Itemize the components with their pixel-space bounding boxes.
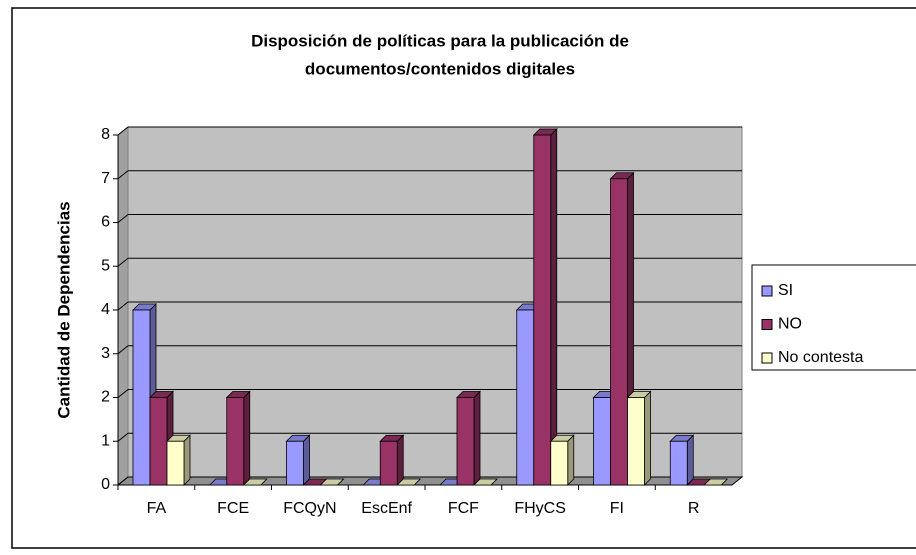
- bar-top: [396, 478, 422, 486]
- bar-side: [243, 390, 251, 486]
- bar-side: [550, 128, 558, 486]
- x-tick-label: FHyCS: [514, 500, 566, 517]
- bar: [286, 440, 304, 486]
- bar: [132, 309, 151, 486]
- grid-line: [117, 476, 129, 486]
- bar: [379, 440, 398, 486]
- bar-top: [319, 478, 345, 486]
- y-tick-label: 0: [101, 476, 110, 493]
- bar-top: [703, 478, 729, 486]
- bar-side: [644, 390, 651, 486]
- y-tick-label: 4: [101, 301, 110, 318]
- bar: [593, 397, 611, 486]
- y-tick-label: 7: [101, 170, 110, 187]
- grid-line: [117, 432, 129, 442]
- bar: [166, 440, 185, 486]
- x-tick-label: FCF: [448, 500, 479, 517]
- grid-line: [117, 214, 129, 223]
- legend-swatch: [761, 352, 773, 364]
- bar: [149, 397, 168, 486]
- bar-side: [473, 390, 481, 486]
- x-tick-label: R: [688, 500, 700, 517]
- y-tick-label: 2: [101, 389, 110, 406]
- chart-title: documentos/contenidos digitales: [305, 59, 575, 78]
- legend-swatch: [761, 285, 773, 297]
- grid-line: [117, 389, 129, 398]
- y-tick-label: 5: [101, 257, 110, 274]
- grid-line: [117, 170, 129, 180]
- bar: [627, 397, 645, 486]
- y-tick-label: 1: [101, 432, 110, 449]
- y-tick-label: 3: [101, 345, 110, 362]
- bar-side: [396, 434, 404, 486]
- grid-line: [117, 257, 129, 267]
- bar: [610, 178, 628, 486]
- x-tick-label: FI: [610, 500, 624, 517]
- grid-line: [117, 301, 129, 311]
- legend: [751, 264, 916, 371]
- x-tick-label: FCQyN: [283, 500, 336, 517]
- legend-swatch: [761, 319, 773, 330]
- bar: [533, 134, 552, 486]
- grid-line: [117, 126, 129, 136]
- chart-title: Disposición de políticas para la publica…: [251, 31, 629, 50]
- x-tick-label: FA: [147, 500, 167, 517]
- legend-label: No contesta: [778, 349, 863, 366]
- bar: [456, 397, 475, 486]
- legend-label: SI: [778, 282, 793, 299]
- bar: [226, 397, 245, 486]
- y-tick-label: 8: [101, 126, 110, 143]
- bar: [550, 440, 569, 486]
- x-tick-label: FCE: [217, 500, 249, 517]
- y-tick-label: 6: [101, 214, 110, 231]
- bar-side: [567, 434, 575, 486]
- bar: [516, 309, 535, 486]
- bar-top: [473, 478, 498, 486]
- bar-top: [242, 478, 268, 486]
- x-tick-label: EscEnf: [361, 500, 412, 517]
- bar-side: [303, 434, 310, 486]
- grid-line: [117, 345, 129, 355]
- legend-label: NO: [778, 316, 802, 333]
- bar: [669, 440, 688, 486]
- bar-side: [686, 434, 694, 486]
- bar-side: [183, 434, 191, 486]
- y-axis-title: Cantidad de Dependencias: [54, 201, 73, 418]
